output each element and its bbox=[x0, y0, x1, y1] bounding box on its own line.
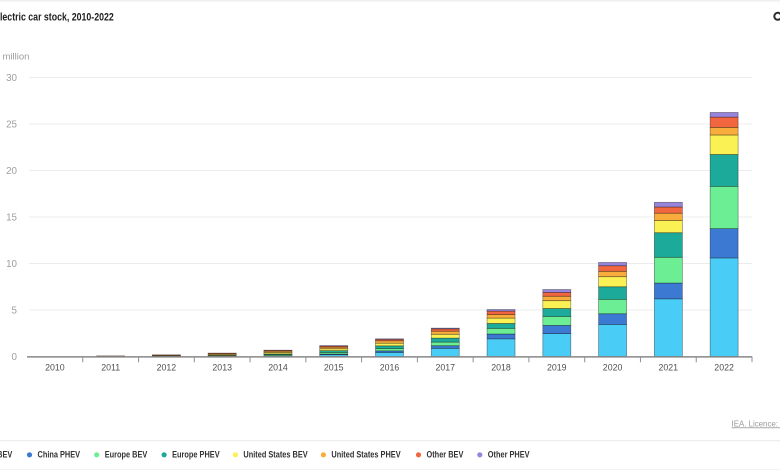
svg-text:China PHEV: China PHEV bbox=[38, 450, 81, 460]
svg-text:2010: 2010 bbox=[45, 362, 65, 372]
svg-text:2015: 2015 bbox=[324, 362, 344, 372]
svg-text:Other PHEV: Other PHEV bbox=[488, 450, 530, 460]
svg-text:5: 5 bbox=[12, 305, 18, 316]
svg-text:20: 20 bbox=[6, 166, 17, 177]
svg-text:2021: 2021 bbox=[659, 362, 679, 372]
svg-text:2019: 2019 bbox=[547, 362, 567, 372]
svg-text:2018: 2018 bbox=[491, 362, 511, 372]
svg-text:Europe PHEV: Europe PHEV bbox=[172, 450, 220, 460]
svg-text:25: 25 bbox=[6, 119, 17, 130]
svg-text:2020: 2020 bbox=[603, 362, 623, 372]
svg-text:30: 30 bbox=[6, 73, 17, 84]
svg-text:United States PHEV: United States PHEV bbox=[331, 450, 401, 460]
svg-text:10: 10 bbox=[6, 259, 17, 270]
svg-text:Europe BEV: Europe BEV bbox=[105, 450, 148, 460]
svg-text:United States BEV: United States BEV bbox=[243, 450, 308, 460]
svg-text:2014: 2014 bbox=[268, 362, 288, 372]
svg-text:IEA. Licence: CC BY 4.0: IEA. Licence: CC BY 4.0 bbox=[732, 419, 780, 428]
svg-text:million: million bbox=[3, 51, 30, 62]
svg-text:Other BEV: Other BEV bbox=[427, 450, 464, 460]
svg-text:15: 15 bbox=[6, 212, 17, 223]
svg-text:China BEV: China BEV bbox=[0, 450, 13, 460]
svg-text:Electric car stock, 2010-2022: Electric car stock, 2010-2022 bbox=[0, 11, 114, 23]
svg-text:2022: 2022 bbox=[714, 362, 734, 372]
svg-text:2011: 2011 bbox=[101, 362, 120, 372]
svg-text:2017: 2017 bbox=[436, 362, 456, 372]
svg-text:2013: 2013 bbox=[212, 362, 232, 372]
svg-text:2016: 2016 bbox=[380, 362, 400, 372]
svg-text:2012: 2012 bbox=[157, 362, 177, 372]
svg-text:0: 0 bbox=[12, 352, 18, 363]
